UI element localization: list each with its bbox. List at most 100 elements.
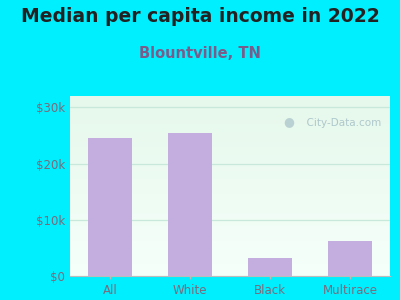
- Bar: [70, 262, 390, 263]
- Bar: [70, 125, 390, 126]
- Bar: [70, 168, 390, 169]
- Bar: [70, 98, 390, 99]
- Bar: [70, 152, 390, 153]
- Bar: [70, 241, 390, 242]
- Bar: [168, 133, 212, 276]
- Bar: [70, 266, 390, 267]
- Bar: [70, 175, 390, 176]
- Bar: [70, 191, 390, 192]
- Bar: [70, 157, 390, 158]
- Bar: [70, 252, 390, 253]
- Bar: [70, 195, 390, 196]
- Bar: [70, 147, 390, 148]
- Bar: [70, 210, 390, 211]
- Bar: [70, 165, 390, 166]
- Bar: [70, 222, 390, 223]
- Bar: [70, 169, 390, 170]
- Bar: [70, 197, 390, 198]
- Bar: [70, 119, 390, 120]
- Bar: [70, 188, 390, 189]
- Bar: [70, 189, 390, 190]
- Bar: [70, 238, 390, 239]
- Bar: [70, 114, 390, 115]
- Bar: [70, 240, 390, 241]
- Bar: [70, 269, 390, 270]
- Bar: [70, 120, 390, 121]
- Bar: [70, 149, 390, 150]
- Bar: [70, 158, 390, 159]
- Bar: [70, 216, 390, 217]
- Bar: [70, 151, 390, 152]
- Bar: [70, 145, 390, 146]
- Bar: [70, 128, 390, 129]
- Bar: [70, 184, 390, 185]
- Bar: [70, 224, 390, 225]
- Bar: [70, 106, 390, 107]
- Bar: [70, 203, 390, 204]
- Bar: [70, 208, 390, 209]
- Bar: [70, 146, 390, 147]
- Bar: [70, 113, 390, 114]
- Bar: [70, 242, 390, 243]
- Bar: [70, 218, 390, 219]
- Bar: [70, 156, 390, 157]
- Bar: [70, 259, 390, 260]
- Bar: [70, 153, 390, 154]
- Bar: [70, 248, 390, 249]
- Text: Blountville, TN: Blountville, TN: [139, 46, 261, 62]
- Bar: [70, 207, 390, 208]
- Bar: [70, 235, 390, 236]
- Bar: [70, 138, 390, 139]
- Bar: [70, 185, 390, 186]
- Bar: [70, 174, 390, 175]
- Bar: [70, 135, 390, 136]
- Bar: [70, 223, 390, 224]
- Bar: [70, 199, 390, 200]
- Bar: [70, 261, 390, 262]
- Bar: [70, 186, 390, 187]
- Bar: [70, 227, 390, 228]
- Bar: [70, 219, 390, 220]
- Bar: [70, 237, 390, 238]
- Bar: [70, 141, 390, 142]
- Bar: [70, 268, 390, 269]
- Bar: [70, 220, 390, 221]
- Bar: [70, 134, 390, 135]
- Bar: [70, 100, 390, 101]
- Bar: [70, 127, 390, 128]
- Bar: [70, 111, 390, 112]
- Bar: [70, 273, 390, 274]
- Bar: [70, 115, 390, 116]
- Bar: [70, 198, 390, 199]
- Bar: [70, 258, 390, 259]
- Bar: [70, 206, 390, 207]
- Text: City-Data.com: City-Data.com: [300, 118, 382, 128]
- Bar: [70, 249, 390, 250]
- Bar: [70, 97, 390, 98]
- Bar: [70, 130, 390, 131]
- Bar: [70, 251, 390, 252]
- Bar: [70, 176, 390, 177]
- Bar: [70, 178, 390, 179]
- Bar: [70, 143, 390, 144]
- Bar: [70, 202, 390, 203]
- Bar: [70, 107, 390, 108]
- Bar: [70, 166, 390, 167]
- Bar: [70, 256, 390, 257]
- Bar: [70, 264, 390, 265]
- Bar: [70, 179, 390, 180]
- Bar: [70, 274, 390, 275]
- Bar: [70, 209, 390, 210]
- Bar: [70, 255, 390, 256]
- Bar: [70, 263, 390, 264]
- Bar: [70, 104, 390, 105]
- Bar: [70, 132, 390, 133]
- Bar: [70, 112, 390, 113]
- Bar: [70, 180, 390, 181]
- Bar: [70, 254, 390, 255]
- Bar: [70, 133, 390, 134]
- Bar: [70, 118, 390, 119]
- Bar: [70, 164, 390, 165]
- Bar: [70, 155, 390, 156]
- Bar: [70, 230, 390, 231]
